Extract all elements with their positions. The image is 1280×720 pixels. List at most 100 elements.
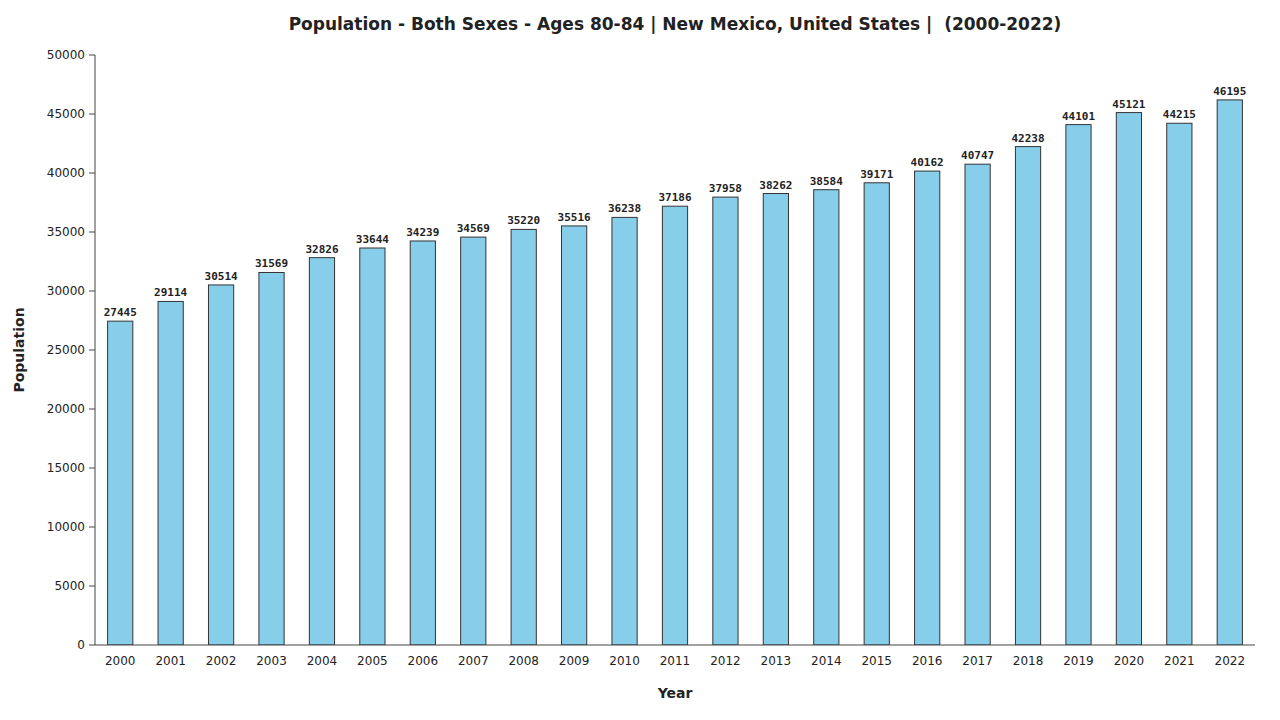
x-axis: 2000 2001 2002 2003 2004 2005 2006 2007 2008 2009… <box>105 654 1245 668</box>
y-tick-label: 40000 <box>47 166 85 180</box>
y-tick-label: 30000 <box>47 284 85 298</box>
data-label: 44215 <box>1163 108 1196 121</box>
data-label: 44101 <box>1062 110 1095 123</box>
data-label: 37186 <box>658 191 691 204</box>
y-tick <box>89 645 95 646</box>
data-label: 31569 <box>255 257 288 270</box>
bar <box>713 197 738 645</box>
x-tick-label: 2014 <box>811 654 842 668</box>
bar <box>309 258 334 645</box>
x-tick-label: 2007 <box>458 654 489 668</box>
y-tick <box>89 173 95 174</box>
bar <box>562 226 587 645</box>
bar <box>461 237 486 645</box>
y-tick <box>89 586 95 587</box>
data-label: 40747 <box>961 149 994 162</box>
y-tick <box>89 527 95 528</box>
bar <box>410 241 435 645</box>
data-label: 34239 <box>406 226 439 239</box>
chart-svg: 0 5000 10000 15000 20000 25000 30000 35000 40000… <box>0 0 1280 720</box>
bar <box>1116 113 1141 645</box>
y-tick-label: 20000 <box>47 402 85 416</box>
data-label: 34569 <box>457 222 490 235</box>
y-tick <box>89 291 95 292</box>
x-tick-label: 2005 <box>357 654 388 668</box>
y-tick <box>89 232 95 233</box>
x-tick-label: 2021 <box>1164 654 1195 668</box>
bar <box>965 164 990 645</box>
y-tick-label: 35000 <box>47 225 85 239</box>
y-tick-label: 5000 <box>54 579 85 593</box>
bar <box>1217 100 1242 645</box>
y-tick-label: 45000 <box>47 107 85 121</box>
x-tick-label: 2001 <box>155 654 186 668</box>
x-tick-label: 2000 <box>105 654 136 668</box>
bar <box>763 194 788 645</box>
data-label: 38262 <box>759 179 792 192</box>
chart-container: 0 5000 10000 15000 20000 25000 30000 35000 40000… <box>0 0 1280 720</box>
x-tick-label: 2019 <box>1063 654 1094 668</box>
y-tick <box>89 114 95 115</box>
y-axis-line <box>95 55 96 645</box>
y-axis-label: Population <box>11 307 27 392</box>
x-tick-label: 2012 <box>710 654 741 668</box>
bar <box>1015 147 1040 645</box>
data-label: 33644 <box>356 233 389 246</box>
y-tick-label: 25000 <box>47 343 85 357</box>
data-labels: 2744529114305143156932826336443423934569… <box>104 85 1247 319</box>
title: Population - Both Sexes - Ages 80-84 | N… <box>289 14 1062 34</box>
bar <box>662 206 687 645</box>
x-tick-label: 2016 <box>912 654 943 668</box>
x-tick-label: 2011 <box>660 654 691 668</box>
x-tick-label: 2013 <box>761 654 792 668</box>
bar <box>915 171 940 645</box>
y-tick <box>89 55 95 56</box>
bar <box>612 217 637 645</box>
x-tick-label: 2006 <box>408 654 439 668</box>
data-label: 39171 <box>860 168 893 181</box>
bar <box>1066 125 1091 645</box>
data-label: 37958 <box>709 182 742 195</box>
y-tick-label: 0 <box>77 638 85 652</box>
x-tick-label: 2002 <box>206 654 237 668</box>
bar <box>259 272 284 645</box>
y-tick <box>89 468 95 469</box>
x-tick-label: 2017 <box>962 654 993 668</box>
y-tick-label: 10000 <box>47 520 85 534</box>
data-label: 42238 <box>1011 132 1044 145</box>
data-label: 46195 <box>1213 85 1246 98</box>
x-axis-line <box>95 645 1255 646</box>
x-tick-label: 2018 <box>1013 654 1044 668</box>
data-label: 38584 <box>810 175 843 188</box>
data-label: 45121 <box>1112 98 1145 111</box>
x-tick-label: 2003 <box>256 654 287 668</box>
bar <box>158 301 183 645</box>
y-tick-label: 15000 <box>47 461 85 475</box>
data-label: 35220 <box>507 214 540 227</box>
bar <box>208 285 233 645</box>
y-tick <box>89 409 95 410</box>
bar <box>814 190 839 645</box>
x-axis-label: Year <box>657 685 693 701</box>
data-label: 40162 <box>911 156 944 169</box>
x-tick-label: 2022 <box>1215 654 1246 668</box>
bar <box>864 183 889 645</box>
data-label: 32826 <box>305 243 338 256</box>
x-tick-label: 2009 <box>559 654 590 668</box>
data-label: 30514 <box>205 270 238 283</box>
x-tick-label: 2010 <box>609 654 640 668</box>
bar <box>360 248 385 645</box>
bar <box>511 229 536 645</box>
data-label: 36238 <box>608 202 641 215</box>
y-tick-label: 50000 <box>47 48 85 62</box>
data-label: 29114 <box>154 286 187 299</box>
y-axis: 0 5000 10000 15000 20000 25000 30000 35000 40000… <box>47 48 95 652</box>
y-tick <box>89 350 95 351</box>
bar <box>108 321 133 645</box>
x-tick-label: 2004 <box>307 654 338 668</box>
data-label: 35516 <box>558 211 591 224</box>
bars <box>108 100 1243 645</box>
x-tick-label: 2008 <box>508 654 539 668</box>
x-tick-label: 2015 <box>861 654 892 668</box>
bar <box>1167 123 1192 645</box>
